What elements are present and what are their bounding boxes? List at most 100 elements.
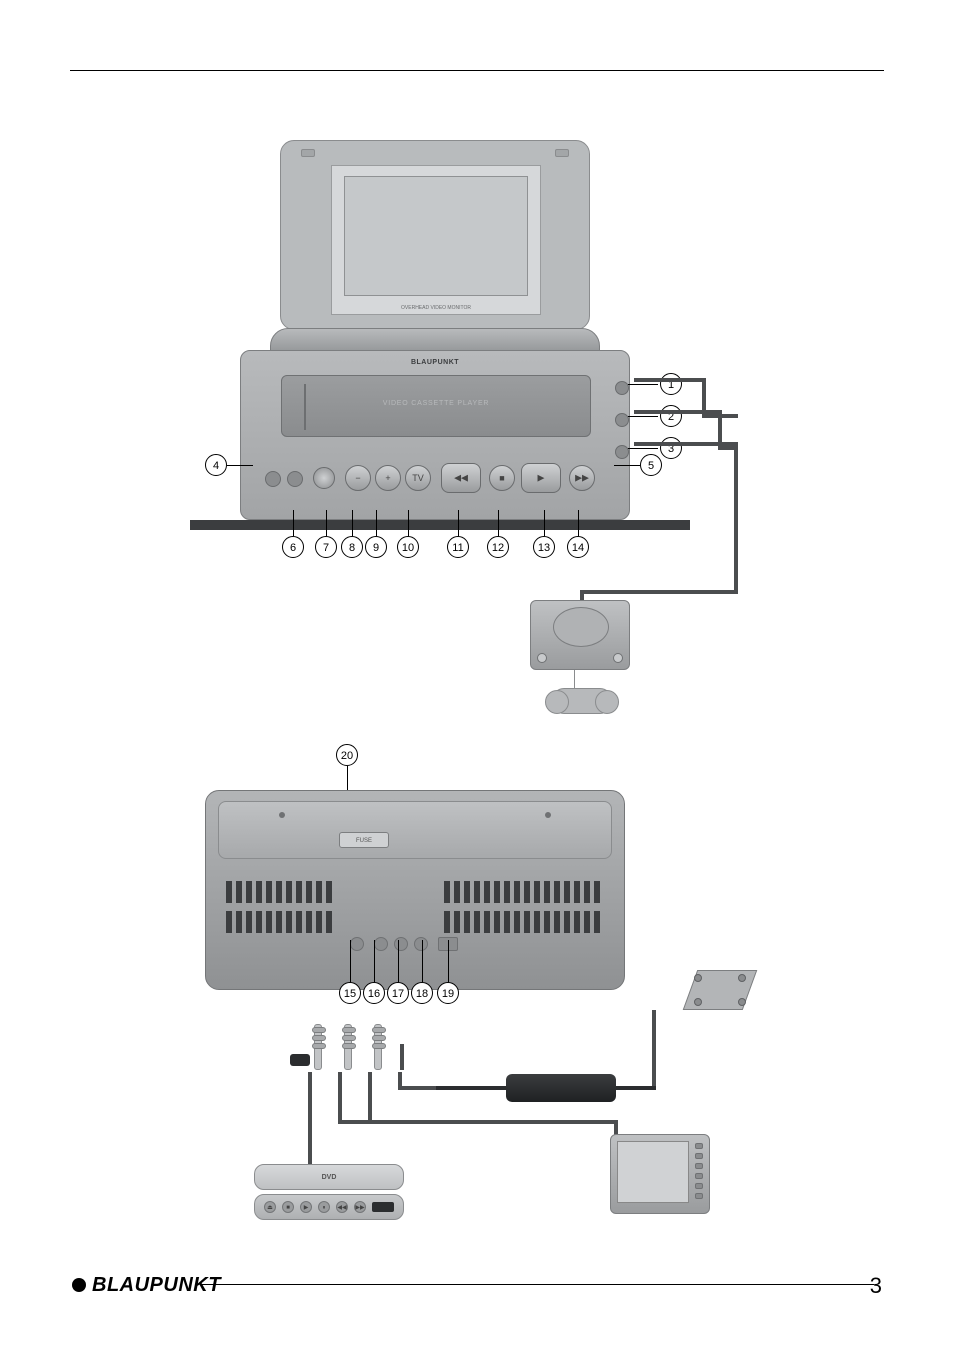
headrest-post <box>314 1024 322 1070</box>
video-in-jack <box>615 381 629 395</box>
page-number: 3 <box>870 1273 882 1299</box>
fuse-label: FUSE <box>340 833 388 849</box>
tracking-up-button: + <box>375 465 401 491</box>
vcr-body: BLAUPUNKT VIDEO CASSETTE PLAYER − + TV ◀… <box>240 350 630 520</box>
av-out-v <box>374 937 388 951</box>
psu-lead <box>436 1086 506 1090</box>
psu-lead <box>616 1086 656 1090</box>
wall-bracket <box>690 970 750 1010</box>
callout-5: 5 <box>640 454 662 476</box>
monitor-bezel: OVERHEAD VIDEO MONITOR <box>331 165 541 315</box>
ext-monitor-display <box>617 1141 689 1203</box>
external-monitor <box>610 1134 710 1214</box>
dvd-button: ⏸ <box>318 1201 330 1213</box>
brand-dot-icon <box>72 1278 86 1292</box>
stop-button: ■ <box>489 465 515 491</box>
callout-19: 19 <box>437 982 459 1004</box>
audio-r-jack <box>615 445 629 459</box>
leader <box>578 510 579 536</box>
leader <box>352 510 353 536</box>
callout-1: 1 <box>660 373 682 395</box>
dvd-player: DVD ⏏ ■ ▶ ⏸ ◀◀ ▶▶ <box>254 1164 404 1230</box>
mounting-posts <box>300 1024 420 1074</box>
dvd-button: ■ <box>282 1201 294 1213</box>
av-out-r <box>414 937 428 951</box>
leader <box>498 510 499 536</box>
console-port <box>613 653 623 663</box>
game-controller <box>552 688 612 714</box>
wire <box>368 1072 372 1122</box>
controller-cord <box>574 670 575 688</box>
leader <box>398 940 399 982</box>
play-button: ▶ <box>521 463 561 493</box>
leader <box>227 465 253 466</box>
callout-14: 14 <box>567 536 589 558</box>
leader <box>408 510 409 536</box>
wire <box>702 414 738 418</box>
av-out-l <box>394 937 408 951</box>
leader <box>350 940 351 982</box>
callout-20: 20 <box>336 744 358 766</box>
leader <box>293 510 294 536</box>
monitor-display <box>344 176 528 296</box>
callout-13: 13 <box>533 536 555 558</box>
rear-top-plate: FUSE <box>218 801 612 859</box>
tv-vcr-button: TV <box>405 465 431 491</box>
mount-hole <box>279 812 285 818</box>
dvd-button: ◀◀ <box>336 1201 348 1213</box>
wire <box>634 378 706 382</box>
leader <box>628 448 658 449</box>
fuse-holder: FUSE <box>339 832 389 848</box>
leader <box>628 384 658 385</box>
ext-monitor-buttons <box>695 1143 705 1205</box>
hinge <box>301 149 315 157</box>
leader <box>422 940 423 982</box>
leader <box>544 510 545 536</box>
callout-11: 11 <box>447 536 469 558</box>
headrest-post <box>344 1024 352 1070</box>
wire <box>308 1072 312 1164</box>
rear-connectors <box>346 895 491 951</box>
game-console <box>530 600 630 670</box>
wire <box>702 378 706 414</box>
wire <box>400 1044 404 1070</box>
ff-button: ▶▶ <box>569 465 595 491</box>
dvd-logo: DVD <box>322 1174 337 1181</box>
callout-17: 17 <box>387 982 409 1004</box>
headrest-post <box>374 1024 382 1070</box>
overhead-monitor: OVERHEAD VIDEO MONITOR <box>280 140 590 330</box>
callout-15: 15 <box>339 982 361 1004</box>
leader <box>448 940 449 982</box>
cigarette-plug <box>290 1054 310 1066</box>
console-port <box>537 653 547 663</box>
wire <box>734 442 738 592</box>
hinge <box>555 149 569 157</box>
callout-8: 8 <box>341 536 363 558</box>
wire <box>338 1120 618 1124</box>
leader <box>374 940 375 982</box>
headphone-jack-2 <box>287 471 303 487</box>
dvd-button: ▶▶ <box>354 1201 366 1213</box>
callout-18: 18 <box>411 982 433 1004</box>
cassette-door: VIDEO CASSETTE PLAYER <box>281 375 591 437</box>
leader <box>376 510 377 536</box>
audio-l-jack <box>615 413 629 427</box>
rewind-button: ◀◀ <box>441 463 481 493</box>
power-supply <box>506 1074 616 1102</box>
manual-page: OVERHEAD VIDEO MONITOR BLAUPUNKT VIDEO C… <box>0 0 954 1349</box>
leader <box>628 416 658 417</box>
av-in-jacks <box>615 381 631 471</box>
front-controls: − + TV ◀◀ ■ ▶ ▶▶ <box>261 457 609 503</box>
console-lid <box>553 607 609 647</box>
diagram: OVERHEAD VIDEO MONITOR BLAUPUNKT VIDEO C… <box>0 130 954 1230</box>
door-slit <box>304 384 306 430</box>
vent-grille <box>226 881 336 937</box>
cassette-label: VIDEO CASSETTE PLAYER <box>282 400 590 407</box>
callout-9: 9 <box>365 536 387 558</box>
dvd-button: ⏏ <box>264 1201 276 1213</box>
wire <box>652 1010 656 1086</box>
leader <box>326 510 327 536</box>
brand-label: BLAUPUNKT <box>241 359 629 366</box>
callout-10: 10 <box>397 536 419 558</box>
base-bar <box>190 520 690 530</box>
